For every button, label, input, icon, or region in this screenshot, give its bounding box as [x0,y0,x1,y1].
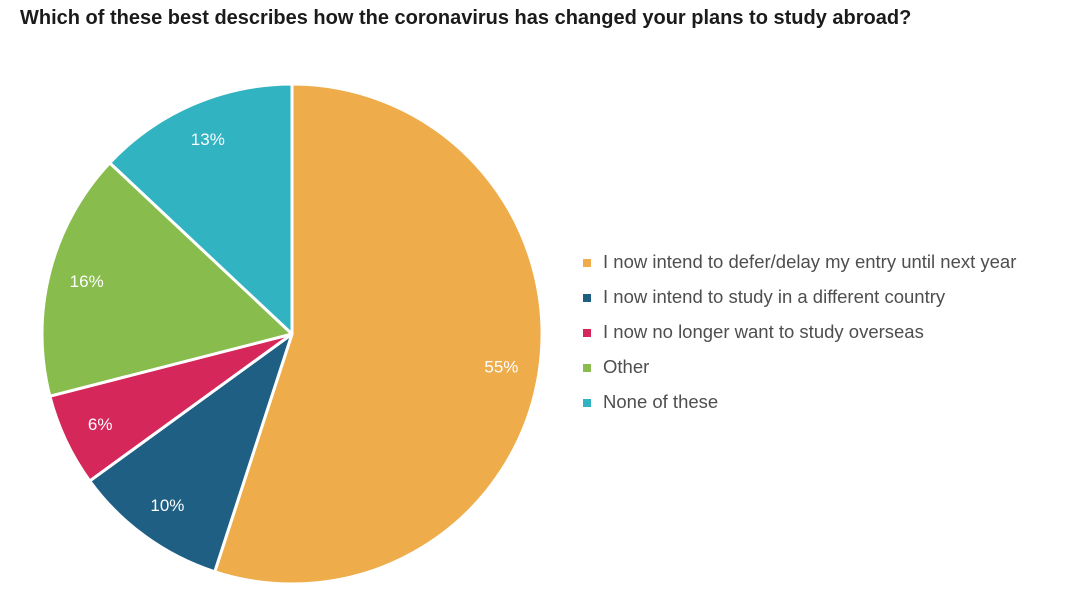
pie-slice-different-country [88,332,294,574]
legend-item-no-longer: I now no longer want to study overseas [583,318,1016,353]
pie-slice-none [108,82,294,336]
pie-label-no-longer: 6% [88,415,113,434]
pie-label-different-country: 10% [150,496,184,515]
legend-label: I now intend to defer/delay my entry unt… [603,251,1017,272]
legend-swatch [583,294,591,302]
legend-label: Other [603,356,650,377]
legend-label: I now no longer want to study overseas [603,321,924,342]
legend-item-defer: I now intend to defer/delay my entry unt… [583,248,1016,283]
legend-item-other: Other [583,353,1016,388]
legend-swatch [583,399,591,407]
pie-label-defer: 55% [484,358,518,377]
legend-item-different-country: I now intend to study in a different cou… [583,283,1016,318]
legend-swatch [583,259,591,267]
legend-label: I now intend to study in a different cou… [603,286,946,307]
legend-item-none: None of these [583,388,1016,423]
pie-slice-other [40,161,294,398]
legend-swatch [583,329,591,337]
legend-swatch [583,364,591,372]
chart-legend: I now intend to defer/delay my entry unt… [583,248,1016,423]
pie-label-other: 16% [70,272,104,291]
pie-slice-defer [213,82,544,586]
chart-title: Which of these best describes how the co… [20,7,912,29]
legend-label: None of these [603,391,719,412]
pie-label-none: 13% [191,130,225,149]
